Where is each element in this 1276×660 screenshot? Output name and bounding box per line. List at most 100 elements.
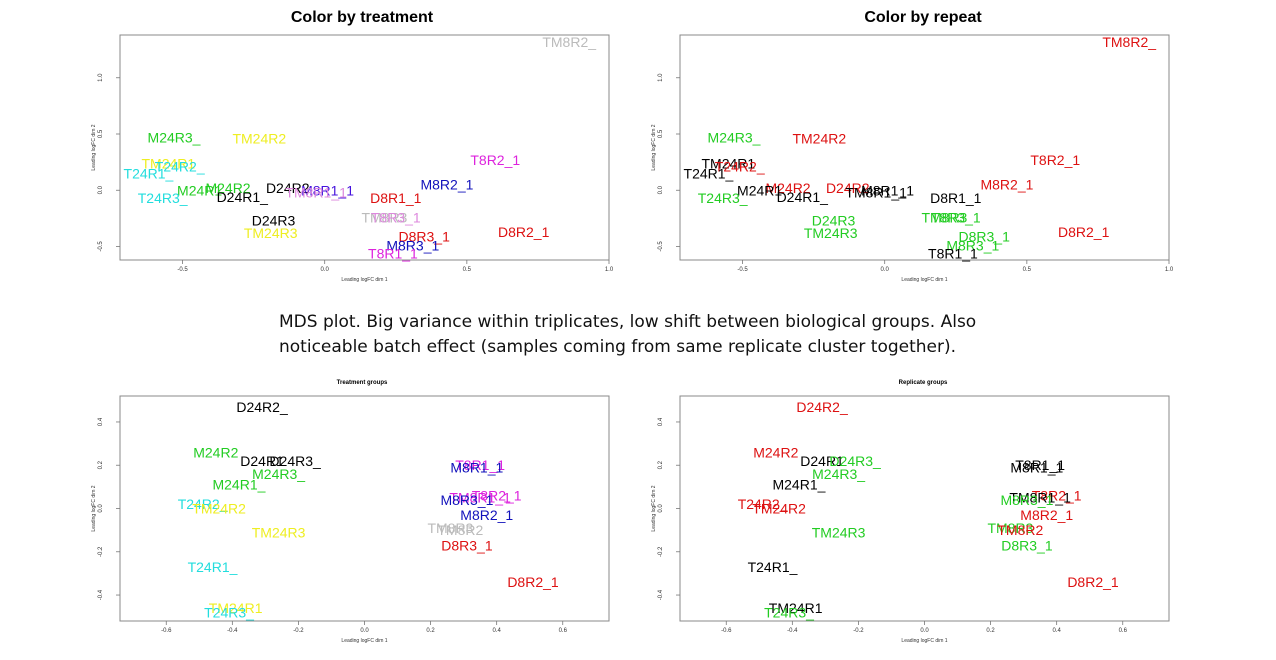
sample-label-point: M24R3_ [708, 129, 761, 145]
sample-label-point: D24R3_ [269, 453, 321, 469]
sample-label-point: TM24R2 [792, 131, 846, 147]
sample-label-point: TM8R3 [921, 209, 967, 225]
y-tick-label: 0.4 [98, 417, 104, 426]
y-tick-label: -0.2 [658, 546, 664, 557]
sample-label-point: M24R3_ [812, 466, 865, 482]
sample-label-point: T8R3_1 [931, 209, 981, 225]
x-tick-label: -0.2 [293, 628, 304, 634]
y-axis-label: Leading logFC dim 2 [91, 124, 97, 170]
sample-label-point: T8R1_1 [928, 245, 978, 261]
y-tick-label: -0.5 [658, 241, 664, 252]
y-tick-label: 0.0 [658, 504, 664, 513]
sample-label-point: M24R1_ [212, 477, 265, 493]
sample-label-point: TM24R2 [232, 131, 286, 147]
x-tick-label: -0.5 [177, 267, 188, 273]
x-tick-label: 0.0 [920, 628, 929, 634]
sample-label-point: M24R2 [193, 444, 238, 460]
x-tick-label: -0.2 [853, 628, 864, 634]
x-axis-label: Leading logFC dim 1 [901, 638, 947, 644]
y-tick-label: -0.4 [98, 589, 104, 600]
sample-label-point: D24R3_ [829, 453, 881, 469]
sample-label-point: M24R2 [753, 444, 798, 460]
sample-label-point: D8R2_1 [498, 224, 550, 240]
sample-label-point: TM24R1 [209, 600, 263, 616]
sample-label-point: TM24R2 [192, 501, 246, 517]
sample-label-point: T8R1_1 [368, 245, 418, 261]
sample-label-point: M8R3_1 [946, 237, 999, 253]
x-axis-label: Leading logFC dim 1 [341, 638, 387, 644]
y-axis-label: Leading logFC dim 2 [91, 485, 97, 531]
y-tick-label: 0.5 [658, 129, 664, 138]
sample-label-point: M8R3_1 [386, 237, 439, 253]
y-axis-label: Leading logFC dim 2 [651, 124, 657, 170]
sample-label-point: T24R3_ [204, 604, 254, 620]
sample-label-point: M24R2 [205, 180, 250, 196]
sample-label-point: T24R2_ [715, 159, 765, 175]
sample-label-point: M8R2_1 [420, 177, 473, 193]
sample-label-point: T24R2_ [738, 496, 788, 512]
x-tick-label: 0.2 [986, 628, 995, 634]
sample-label-point: TM8R2_ [542, 34, 596, 50]
sample-label-point: D24R1 [800, 453, 844, 469]
sample-label-point: TM8R1_1 [285, 185, 347, 201]
sample-label-point: T24R1_ [684, 165, 734, 181]
sample-label-point: D24R1_ [217, 189, 269, 205]
y-tick-label: 0.0 [658, 185, 664, 194]
sample-label-point: TM8R3 [361, 209, 407, 225]
x-tick-label: 0.4 [492, 628, 501, 634]
title-replicate-groups: Replicate groups [898, 380, 948, 386]
sample-label-point: M8R1_1 [1010, 459, 1063, 475]
sample-label-point: T24R1_ [748, 559, 798, 575]
y-tick-label: -0.4 [658, 589, 664, 600]
sample-label-point: M8R3_1 [440, 492, 493, 508]
x-tick-label: 1.0 [605, 267, 614, 273]
sample-label-point: T8R3_1 [371, 209, 421, 225]
y-axis-label: Leading logFC dim 2 [651, 485, 657, 531]
sample-label-point: D24R2 [826, 180, 870, 196]
sample-label-point: M24R2 [765, 180, 810, 196]
x-tick-label: -0.6 [721, 628, 732, 634]
plot-frame [119, 34, 610, 261]
sample-label-point: D24R1_ [777, 189, 829, 205]
sample-label-point: M24R3_ [252, 466, 305, 482]
sample-label-point: T24R3_ [138, 190, 188, 206]
sample-label-point: T24R1_ [124, 165, 174, 181]
sample-label-point: T24R2_ [155, 159, 205, 175]
sample-label-point: M24R1 [177, 182, 222, 198]
sample-label-point: M8R1_1 [861, 182, 914, 198]
x-axis-label: Leading logFC dim 1 [341, 277, 387, 283]
x-tick-label: 0.0 [321, 267, 330, 273]
sample-label-point: TM24R3 [244, 225, 298, 241]
sample-label-point: D24R3 [812, 213, 856, 229]
figure-caption: MDS plot. Big variance within triplicate… [279, 312, 977, 357]
sample-label-point: TM8R2_ [1102, 34, 1156, 50]
sample-label-point: TM24R1 [769, 600, 823, 616]
sample-label-point: TM8R2 [997, 522, 1043, 538]
sample-label-point: TM24R1 [701, 155, 755, 171]
sample-label-point: T8R1_1 [1015, 457, 1065, 473]
sample-label-point: M8R2_1 [460, 507, 513, 523]
sample-label-point: D24R2 [266, 180, 310, 196]
x-tick-label: 0.5 [463, 267, 472, 273]
sample-label-point: M8R2_1 [1020, 507, 1073, 523]
sample-label-point: T8R1_1 [455, 457, 505, 473]
x-tick-label: -0.6 [161, 628, 172, 634]
sample-label-point: D8R2_1 [507, 574, 559, 590]
sample-label-point: TM8R2 [437, 522, 483, 538]
sample-label-point: D8R3_1 [399, 228, 451, 244]
sample-label-point: TM8R3 [427, 520, 473, 536]
sample-label-point: D8R3_1 [441, 537, 493, 553]
x-tick-label: -0.5 [737, 267, 748, 273]
sample-label-point: M8R3_1 [1000, 492, 1053, 508]
x-tick-label: -0.4 [227, 628, 238, 634]
sample-label-point: M8R2_1 [980, 177, 1033, 193]
sample-label-point: D24R2_ [236, 399, 288, 415]
plot-frame [679, 34, 1170, 261]
sample-label-point: T8R2_1 [1030, 152, 1080, 168]
sample-label-point: T24R1_ [188, 559, 238, 575]
sample-label-point: M24R1_ [772, 477, 825, 493]
sample-label-point: TM24R1 [141, 155, 195, 171]
